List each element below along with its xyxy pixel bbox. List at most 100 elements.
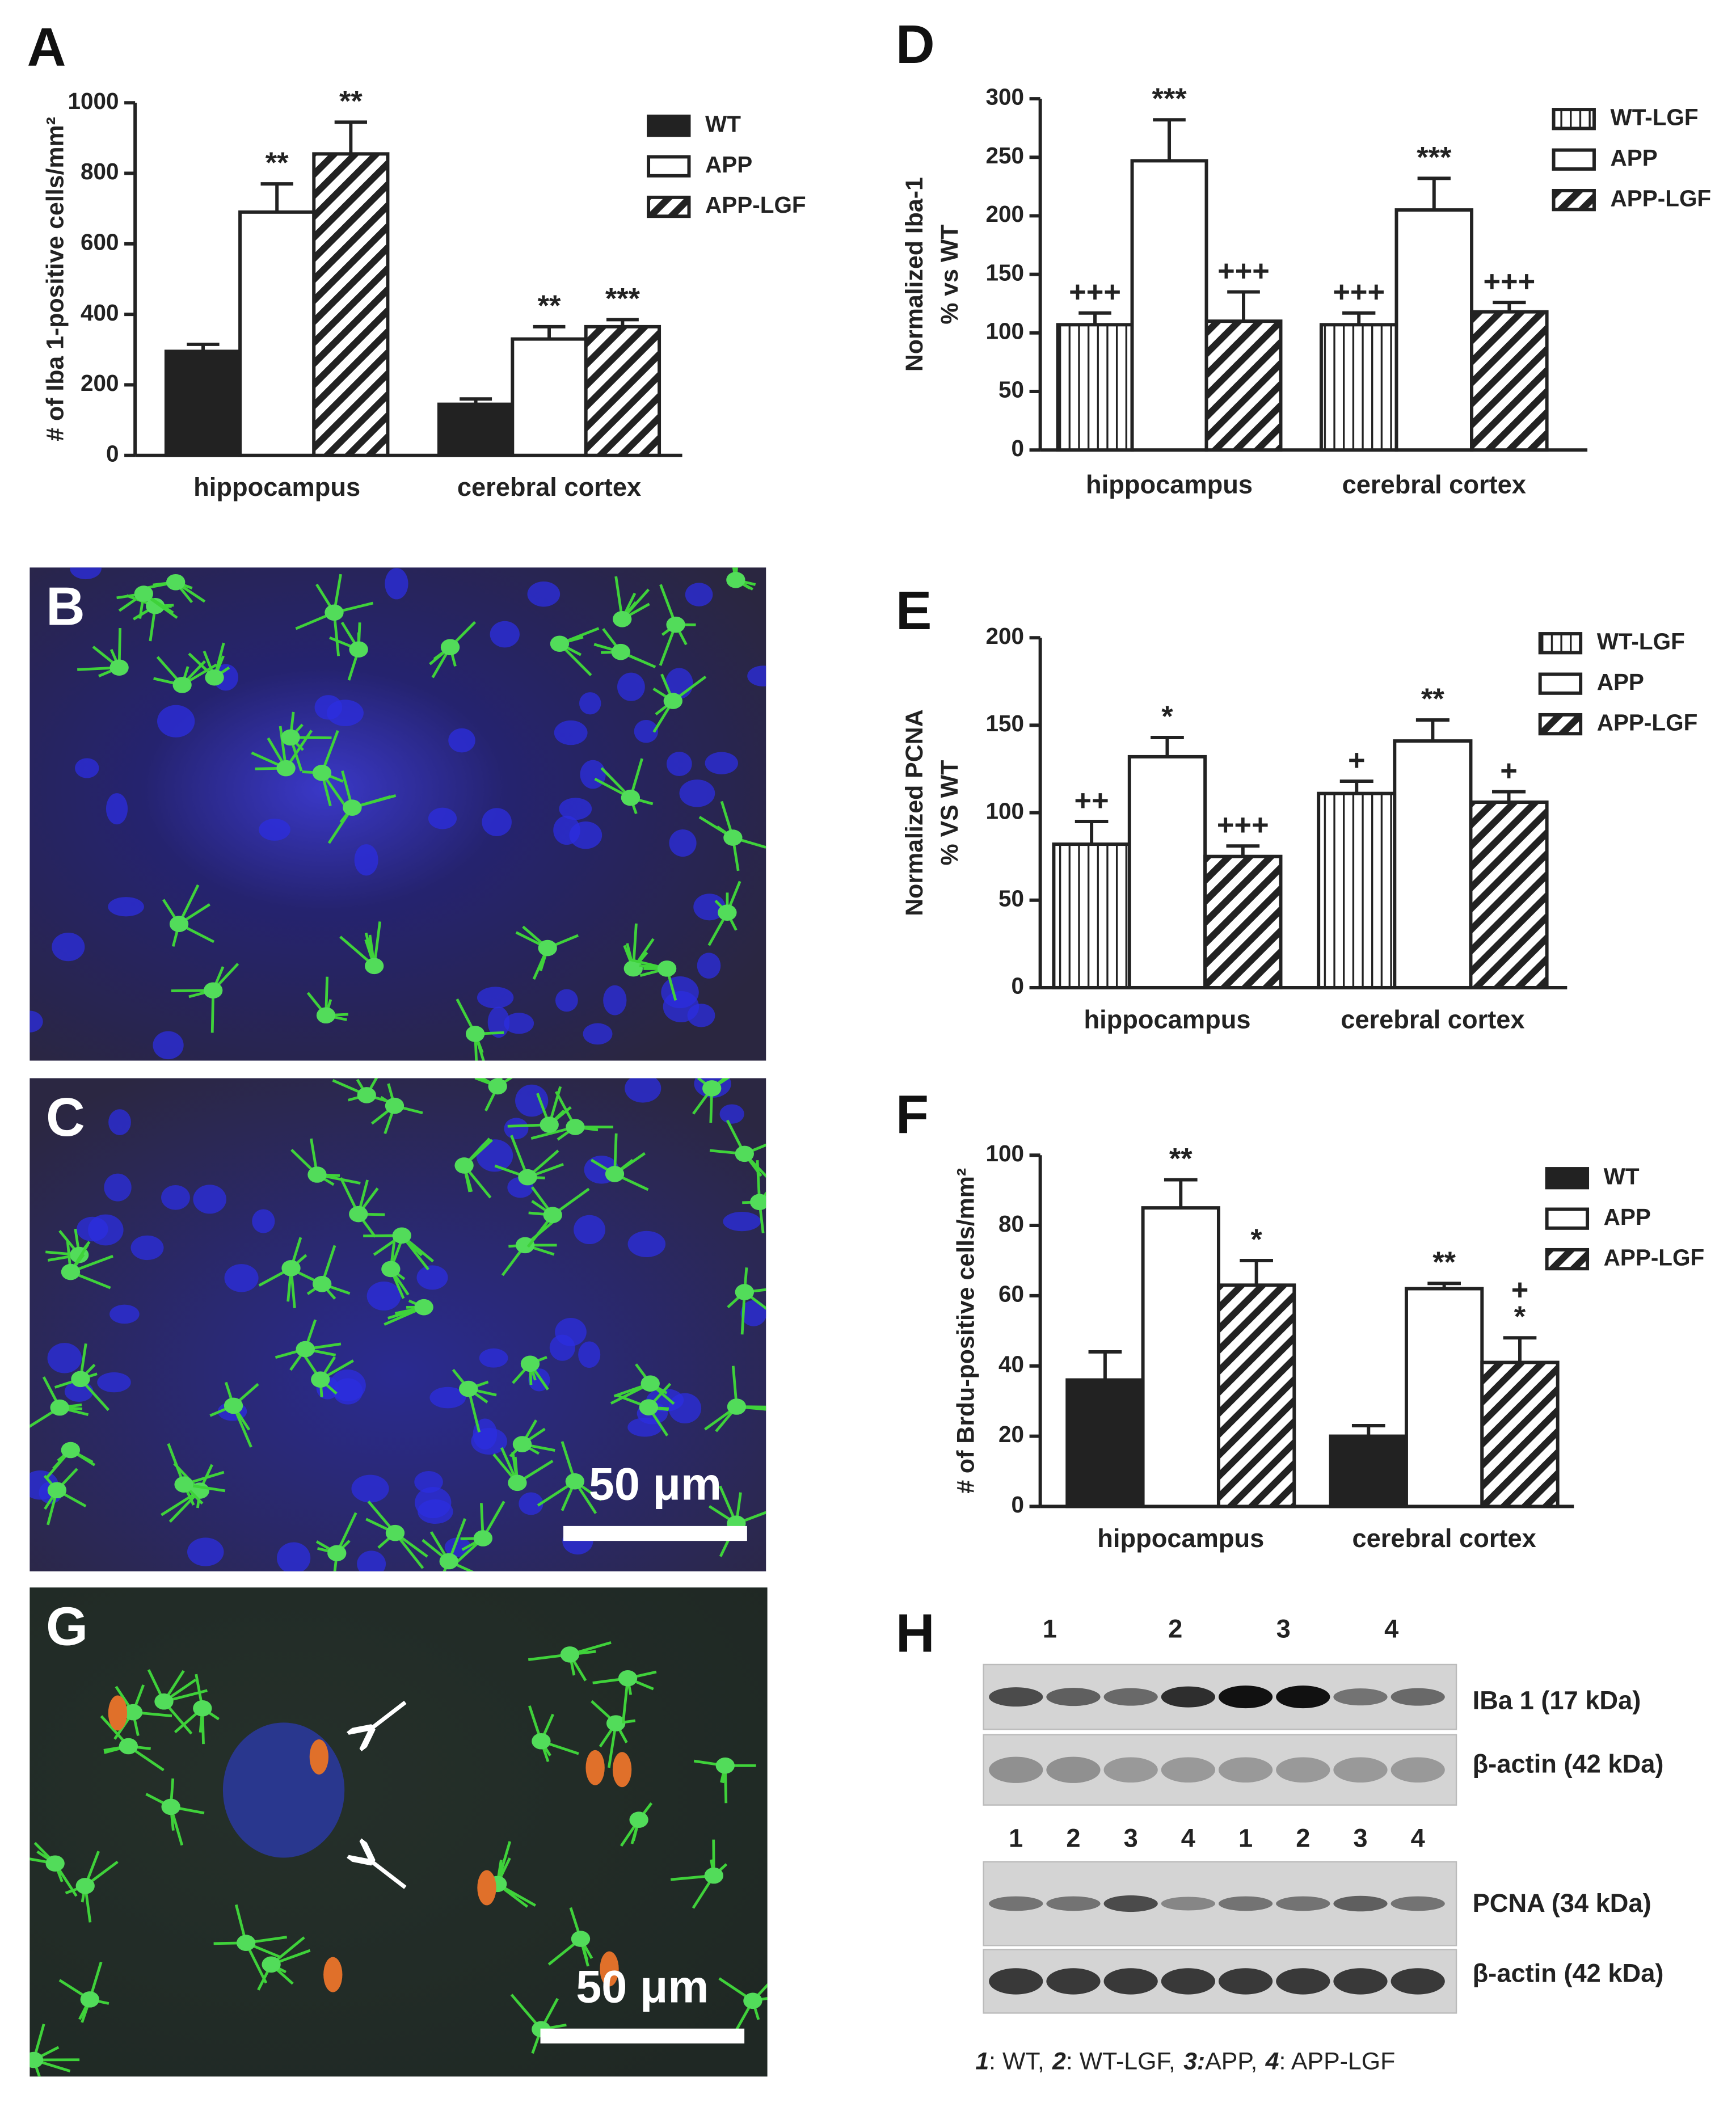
x-tick-label: hippocampus	[1086, 470, 1253, 499]
cell-body	[718, 904, 737, 921]
legend-swatch	[1538, 713, 1583, 736]
y-tick-label: 400	[81, 300, 119, 326]
nucleus	[634, 719, 659, 743]
nucleus	[555, 989, 578, 1012]
charts: A# of Iba 1-positive cells/mm²0200400600…	[27, 15, 1712, 1553]
cell-body	[75, 1878, 95, 1894]
significance-label: +++	[1333, 276, 1385, 309]
band	[1103, 1968, 1158, 1995]
legend-label: APP	[705, 151, 752, 178]
nucleus	[108, 1109, 131, 1135]
band	[1103, 1688, 1158, 1706]
bar	[1203, 854, 1283, 989]
lane-number: 2	[1296, 1824, 1310, 1853]
band	[989, 1896, 1043, 1911]
significance-label: ***	[1152, 83, 1187, 116]
nucleus	[627, 1417, 662, 1437]
nucleus	[482, 808, 512, 836]
brdu-cell	[477, 1870, 496, 1906]
nucleus	[30, 1010, 43, 1033]
cell-body	[543, 1207, 562, 1223]
band	[1103, 1757, 1158, 1783]
nucleus	[77, 1216, 108, 1242]
nucleus	[47, 1343, 82, 1373]
cell-body	[296, 1341, 315, 1358]
y-tick-label: 60	[998, 1281, 1024, 1307]
cell-body	[606, 1715, 626, 1731]
nucleus	[579, 692, 601, 715]
cell-body	[605, 1166, 625, 1182]
cell-body	[307, 1166, 327, 1183]
nucleus	[252, 1209, 275, 1233]
cell-body	[47, 1482, 67, 1499]
cell-body	[385, 1097, 404, 1114]
y-tick-label: 80	[998, 1211, 1024, 1237]
cell-body	[440, 639, 460, 656]
band	[1161, 1686, 1215, 1708]
nucleus	[504, 1013, 534, 1034]
nucleus	[490, 621, 520, 648]
legend-label: APP-LGF	[1604, 1244, 1705, 1270]
legend-swatch	[1552, 108, 1596, 130]
y-axis-label: Normalized Iba-1	[901, 177, 928, 372]
cell-body	[174, 1476, 193, 1493]
band	[1046, 1756, 1101, 1783]
nucleus	[697, 953, 721, 979]
significance-label: *	[1161, 700, 1173, 733]
nucleus	[224, 1264, 259, 1292]
nucleus	[569, 821, 602, 849]
nucleus	[157, 705, 195, 738]
nucleus	[747, 665, 766, 686]
significance-label: +++	[1069, 276, 1121, 309]
panel-label: A	[27, 18, 66, 78]
cell-body	[365, 958, 384, 975]
legend-label: APP-LGF	[705, 192, 806, 218]
bar	[437, 402, 515, 457]
nucleus	[106, 793, 128, 825]
legend-label: APP-LGF	[1597, 709, 1698, 735]
x-tick-label: cerebral cortex	[1352, 1524, 1536, 1553]
legend-swatch	[647, 195, 691, 218]
nucleus	[314, 695, 343, 720]
band	[1391, 1688, 1445, 1706]
cell-body	[119, 1738, 138, 1755]
bar	[1319, 323, 1398, 452]
cell-body	[204, 982, 223, 999]
nucleus	[578, 1341, 601, 1368]
y-tick-label: 150	[986, 259, 1025, 285]
nucleus	[366, 1281, 401, 1311]
lane-number: 3	[1124, 1824, 1138, 1853]
significance-label: *	[1250, 1223, 1262, 1256]
lane-number: 3	[1353, 1824, 1367, 1853]
panel-label: D	[896, 15, 935, 75]
nucleus	[693, 894, 726, 921]
nucleus	[130, 1235, 164, 1261]
key-number: 3:	[1183, 2048, 1205, 2075]
cell-body	[735, 1145, 754, 1162]
band	[1046, 1896, 1101, 1911]
significance-label: +++	[1217, 809, 1269, 842]
significance-label: ***	[1417, 141, 1452, 174]
cell-body	[571, 1931, 591, 1947]
cell-body	[641, 1375, 660, 1392]
cell-body	[134, 585, 153, 602]
nucleus	[661, 976, 699, 1009]
cell-body	[727, 1398, 747, 1415]
significance-label: +++	[1217, 255, 1270, 288]
legend-swatch	[1538, 672, 1583, 695]
band	[1218, 1968, 1273, 1995]
cell-body	[454, 1157, 474, 1174]
cell-body	[311, 1371, 330, 1388]
panel-label: B	[46, 577, 85, 637]
arrow	[370, 1860, 407, 1889]
cell-body	[343, 799, 362, 816]
band	[1161, 1968, 1215, 1995]
scale-bar-label: 50 μm	[589, 1459, 722, 1510]
scale-bar-label: 50 μm	[576, 1961, 709, 2012]
bar	[1065, 1378, 1145, 1508]
bar	[1141, 1206, 1220, 1508]
cell-body	[281, 729, 300, 746]
bar	[312, 152, 390, 457]
cell-body	[414, 1299, 433, 1316]
cell-body	[666, 616, 685, 633]
